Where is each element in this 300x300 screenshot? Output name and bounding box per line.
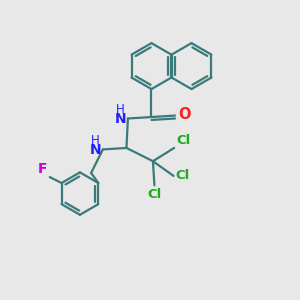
Text: N: N bbox=[115, 112, 126, 126]
Text: O: O bbox=[178, 107, 191, 122]
Text: F: F bbox=[38, 162, 47, 176]
Text: N: N bbox=[89, 143, 101, 157]
Text: Cl: Cl bbox=[176, 134, 190, 147]
Text: Cl: Cl bbox=[147, 188, 161, 201]
Text: H: H bbox=[116, 103, 125, 116]
Text: H: H bbox=[91, 134, 100, 147]
Text: Cl: Cl bbox=[175, 169, 190, 182]
